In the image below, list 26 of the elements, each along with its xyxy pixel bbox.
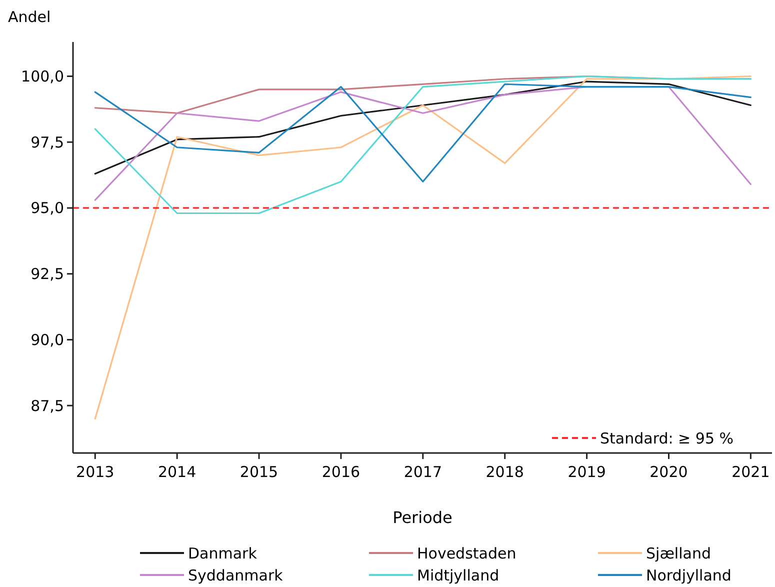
x-tick-label: 2016 xyxy=(322,463,360,481)
y-tick-label: 92,5 xyxy=(30,265,64,284)
x-tick-label: 2017 xyxy=(404,463,442,481)
x-tick-label: 2014 xyxy=(158,463,196,481)
legend-label: Sjælland xyxy=(646,544,711,562)
x-axis-title: Periode xyxy=(392,508,452,527)
legend-label: Syddanmark xyxy=(188,566,284,584)
y-tick-label: 90,0 xyxy=(30,330,64,349)
line-series xyxy=(94,75,752,420)
legend-label: Danmark xyxy=(188,544,258,562)
legend-label: Hovedstaden xyxy=(417,544,516,562)
y-tick-label: 95,0 xyxy=(30,199,64,218)
x-tick-label: 2021 xyxy=(732,463,770,481)
legend-label: Standard: ≥ 95 % xyxy=(600,429,734,448)
x-tick-label: 2013 xyxy=(76,463,114,481)
x-tick-label: 2019 xyxy=(568,463,606,481)
y-tick-label: 100,0 xyxy=(21,68,64,86)
legend-label: Nordjylland xyxy=(646,566,732,584)
legend-label: Midtjylland xyxy=(417,566,500,584)
y-tick-label: 97,5 xyxy=(30,133,64,152)
x-tick-label: 2018 xyxy=(486,463,524,481)
y-axis-title: Andel xyxy=(8,8,51,26)
x-tick-label: 2020 xyxy=(650,463,688,481)
line-series xyxy=(94,75,752,214)
y-tick-label: 87,5 xyxy=(30,396,64,415)
x-tick-label: 2015 xyxy=(240,463,278,481)
